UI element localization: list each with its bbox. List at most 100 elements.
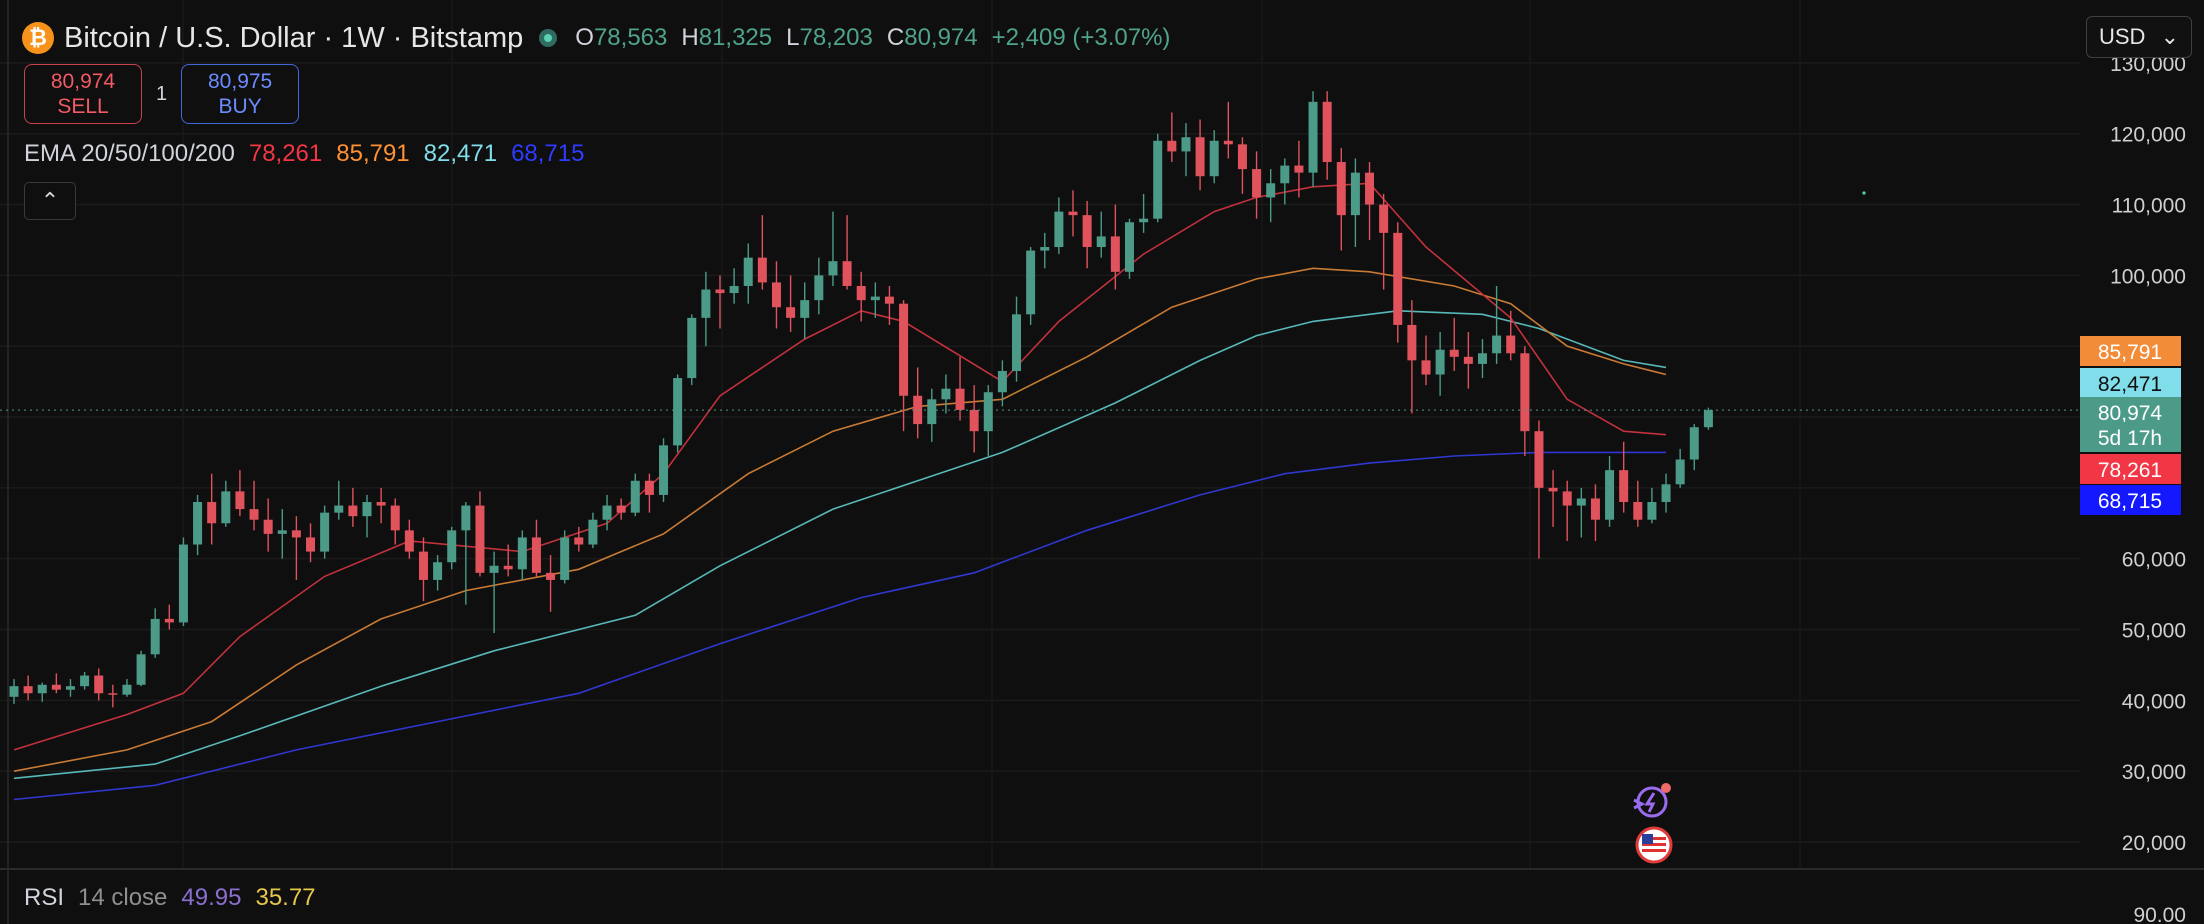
candle-body: [1153, 140, 1163, 219]
candle: [743, 243, 753, 304]
candle-body: [1576, 498, 1586, 506]
ema200-line: [13, 451, 1666, 801]
ema200-value: 68,715: [511, 140, 585, 167]
candle-body: [1633, 502, 1643, 520]
price-tag: 78,261: [2080, 454, 2181, 484]
candle-body: [65, 686, 75, 690]
candle-body: [23, 686, 33, 694]
price-axis-label: 110,000: [2112, 195, 2186, 218]
sell-button[interactable]: 80,974 SELL: [24, 64, 142, 124]
ema-legend[interactable]: EMA 20/50/100/200 78,261 85,791 82,471 6…: [24, 140, 584, 168]
candle-body: [884, 296, 894, 304]
candle: [1266, 169, 1276, 223]
candle-body: [955, 388, 965, 410]
us-flag-icon[interactable]: [1635, 826, 1673, 864]
candle-body: [1096, 236, 1106, 248]
rsi-legend[interactable]: RSI 14 close 49.95 35.77: [24, 884, 316, 912]
candle-body: [814, 275, 824, 301]
candle: [362, 494, 372, 538]
candle-body: [1266, 183, 1276, 198]
candle: [1040, 232, 1050, 269]
candle-body: [207, 502, 217, 524]
price-tag: 85,791: [2080, 336, 2181, 366]
spread-value: 1: [156, 82, 168, 105]
candle-body: [630, 480, 640, 513]
buy-price: 80,975: [208, 70, 273, 93]
rsi-params: 14 close: [78, 884, 168, 911]
collapse-legend-button[interactable]: ⌃: [24, 182, 76, 220]
sell-label: SELL: [57, 95, 109, 118]
price-axis-label: 120,000: [2110, 124, 2186, 147]
candle-body: [1026, 250, 1036, 315]
candle: [475, 491, 485, 577]
price-axis[interactable]: 20,000 30,000 40,000 50,000 60,000 100,000 110…: [2110, 53, 2186, 855]
candle: [136, 650, 146, 687]
candle: [489, 551, 499, 634]
candle-body: [1068, 211, 1078, 216]
candle: [955, 356, 965, 421]
candle: [1449, 317, 1459, 371]
candle: [1562, 480, 1572, 541]
candle-body: [899, 303, 909, 396]
candle-body: [306, 537, 316, 552]
candle-series[interactable]: [9, 91, 1713, 708]
rsi-label: RSI: [24, 884, 65, 911]
currency-value: USD: [2099, 24, 2146, 49]
candle-body: [1139, 218, 1149, 223]
price-tag-label: 5d 17h: [2098, 427, 2162, 450]
candle: [969, 385, 979, 453]
price-axis-label: 50,000: [2122, 620, 2186, 643]
candle-body: [842, 261, 852, 286]
candle-body: [193, 502, 203, 545]
candle: [1280, 158, 1290, 205]
candle: [1675, 448, 1685, 488]
candle: [1365, 162, 1375, 240]
candle-body: [1237, 144, 1247, 170]
currency-select[interactable]: USD ⌄: [2086, 16, 2192, 58]
candle: [320, 505, 330, 559]
symbol-title[interactable]: Bitcoin / U.S. Dollar · 1W · Bitstamp: [64, 21, 524, 54]
candle-body: [1012, 314, 1022, 371]
candle-body: [37, 684, 47, 694]
candle-body: [334, 505, 344, 513]
price-tag: 68,715: [2080, 485, 2181, 515]
candle: [786, 275, 796, 333]
price-axis-label: 40,000: [2122, 690, 2186, 713]
chart-grid: [0, 0, 2080, 924]
candle-body: [517, 537, 527, 570]
candle-body: [560, 537, 570, 580]
market-status-icon[interactable]: [539, 29, 558, 47]
ohlc-open: O78,563: [575, 24, 668, 51]
candle: [673, 374, 683, 453]
ema20-line: [13, 182, 1667, 751]
price-axis-label: 100,000: [2110, 265, 2186, 288]
spark-icon[interactable]: [1633, 783, 1671, 818]
candle: [715, 275, 725, 329]
candle: [235, 470, 245, 517]
candle-body: [418, 551, 428, 580]
candle-body: [1280, 165, 1290, 184]
candle: [574, 526, 584, 552]
price-tag: 5d 17h: [2080, 422, 2181, 452]
candle-body: [1463, 356, 1473, 364]
candle-body: [644, 480, 654, 495]
candle-body: [1492, 335, 1502, 354]
candle: [1393, 222, 1403, 343]
price-tag-label: 85,791: [2098, 341, 2162, 364]
buy-button[interactable]: 80,975 BUY: [181, 64, 300, 124]
candle-body: [1110, 236, 1120, 272]
candle: [1576, 487, 1586, 538]
candle-body: [1421, 360, 1431, 375]
candle: [913, 367, 923, 439]
candle: [1308, 91, 1318, 187]
ohlc-high: H81,325: [681, 24, 773, 51]
candle-body: [1040, 247, 1050, 251]
candle: [729, 268, 739, 304]
candle-body: [786, 307, 796, 318]
candle: [178, 537, 188, 626]
candle: [1294, 140, 1304, 198]
candle: [390, 498, 400, 545]
candle-body: [1590, 498, 1600, 520]
candle-body: [1534, 431, 1544, 488]
